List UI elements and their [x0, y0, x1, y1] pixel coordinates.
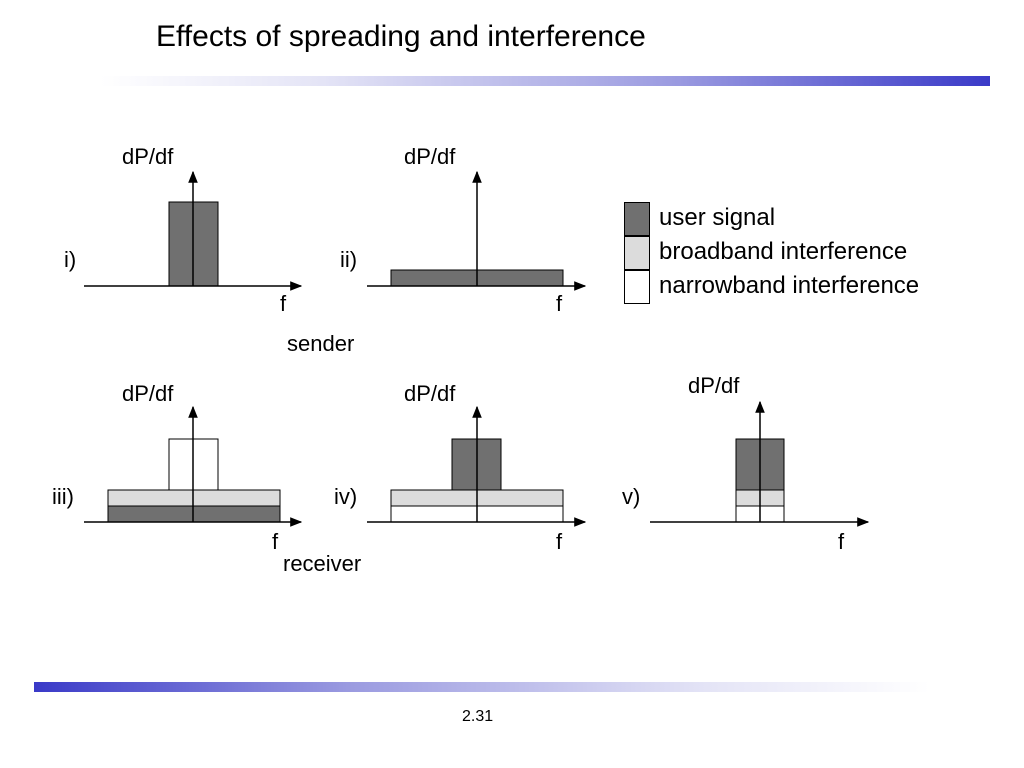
diagram-i	[84, 170, 303, 291]
diagram-ii-ylabel: dP/df	[404, 144, 456, 169]
diagram-v-xlabel: f	[838, 529, 845, 554]
diagram-iv-ylabel: dP/df	[404, 381, 456, 406]
diagram-ii-xlabel: f	[556, 291, 563, 316]
diagram-iv-xlabel: f	[556, 529, 563, 554]
diagram-iii-ylabel: dP/df	[122, 381, 174, 406]
sender-label: sender	[287, 331, 355, 356]
slide-title: Effects of spreading and interference	[156, 20, 646, 53]
legend-item-broadband: broadband interference	[624, 236, 907, 270]
legend-item-narrowband: narrowband interference	[624, 270, 919, 304]
legend-label: user signal	[659, 204, 776, 231]
diagram-iii	[84, 405, 303, 527]
legend-label: broadband interference	[659, 238, 908, 265]
diagram-ii	[367, 170, 587, 291]
diagram-ii-label: ii)	[340, 247, 358, 272]
broadband-interference-block	[107, 489, 281, 507]
legend-swatch-broadband	[624, 236, 650, 270]
receiver-label: receiver	[283, 551, 362, 576]
legend-swatch-user-signal	[624, 202, 650, 236]
diagram-v-ylabel: dP/df	[688, 373, 740, 398]
diagram-i-label: i)	[64, 247, 77, 272]
legend-swatch-narrowband	[624, 270, 650, 304]
legend-item-user-signal: user signal	[624, 202, 775, 236]
title-underline-bar	[100, 76, 990, 86]
legend-label: narrowband interference	[659, 272, 920, 299]
diagram-i-xlabel: f	[280, 291, 287, 316]
diagram-v-label: v)	[622, 484, 641, 509]
user-signal-block	[107, 505, 281, 523]
diagram-v	[650, 400, 870, 527]
diagram-iv-label: iv)	[334, 484, 358, 509]
footer-bar	[34, 682, 930, 692]
diagram-i-ylabel: dP/df	[122, 144, 174, 169]
diagram-iv	[367, 405, 587, 527]
page-number: 2.31	[462, 708, 494, 725]
diagram-iii-label: iii)	[52, 484, 74, 509]
diagram-iii-xlabel: f	[272, 529, 279, 554]
